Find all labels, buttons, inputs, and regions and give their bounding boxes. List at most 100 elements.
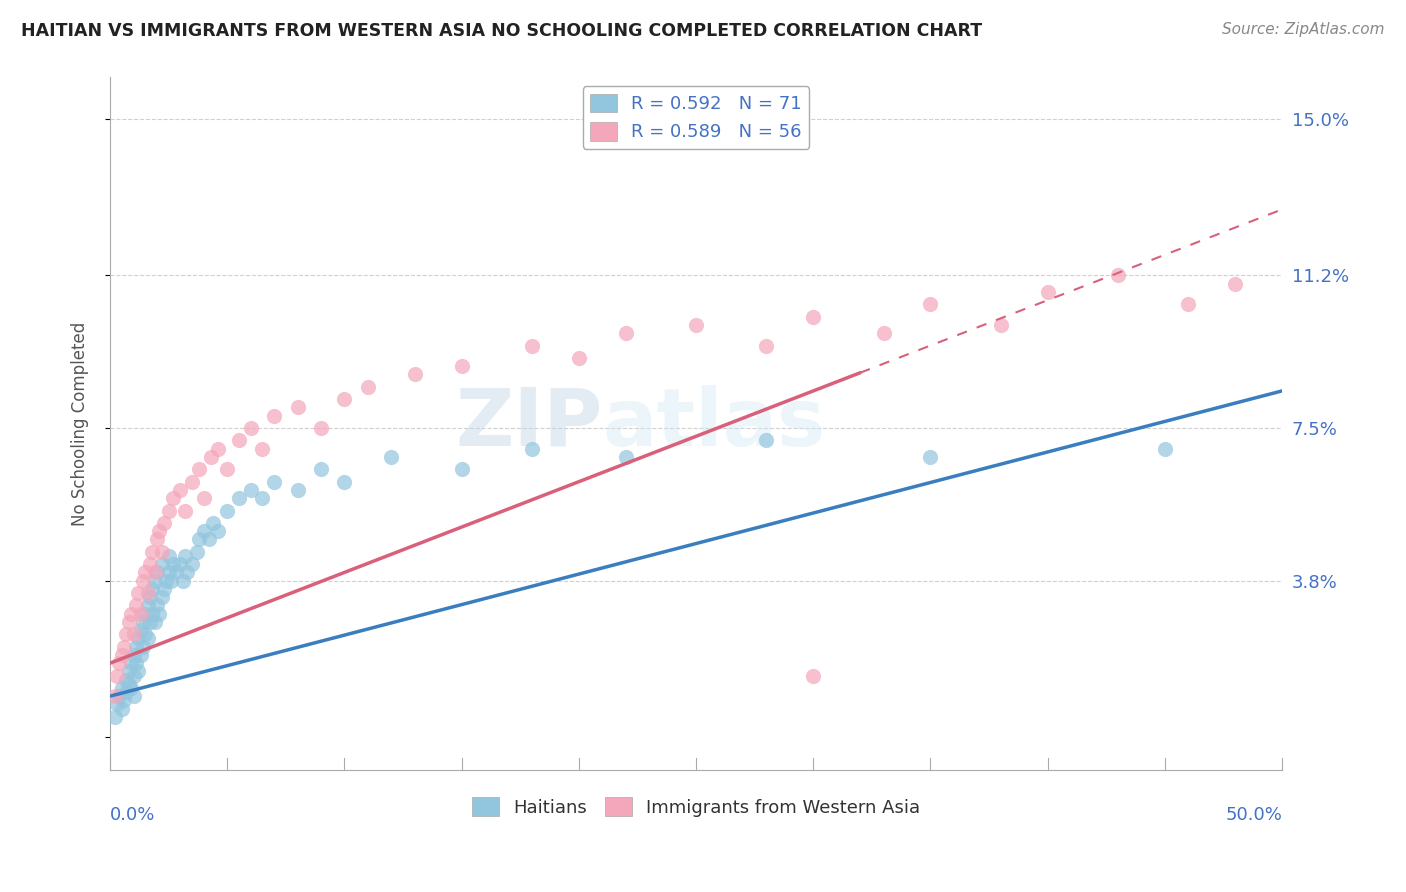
Point xyxy=(165,566,187,580)
Point xyxy=(990,318,1012,332)
Point xyxy=(614,450,637,464)
Point xyxy=(111,701,134,715)
Point xyxy=(132,615,155,629)
Point xyxy=(112,693,135,707)
Legend: Haitians, Immigrants from Western Asia: Haitians, Immigrants from Western Asia xyxy=(464,790,928,823)
Point xyxy=(252,491,274,505)
Point xyxy=(122,648,145,662)
Point xyxy=(132,640,155,654)
Point xyxy=(309,462,332,476)
Point xyxy=(685,318,707,332)
Point xyxy=(188,533,211,547)
Point xyxy=(217,503,239,517)
Point xyxy=(120,607,142,621)
Point xyxy=(162,557,184,571)
Point xyxy=(134,607,156,621)
Point xyxy=(141,582,163,596)
Point xyxy=(148,607,170,621)
Point xyxy=(108,656,131,670)
Point xyxy=(172,574,194,588)
Point xyxy=(115,627,138,641)
Point xyxy=(217,462,239,476)
Point xyxy=(207,442,229,456)
Point xyxy=(153,582,176,596)
Point xyxy=(801,310,824,324)
Point xyxy=(197,533,219,547)
Text: Source: ZipAtlas.com: Source: ZipAtlas.com xyxy=(1222,22,1385,37)
Point xyxy=(755,338,778,352)
Point xyxy=(155,574,177,588)
Point xyxy=(127,665,149,679)
Point xyxy=(105,698,128,712)
Point xyxy=(157,566,180,580)
Point xyxy=(357,380,380,394)
Point xyxy=(404,368,426,382)
Point xyxy=(134,566,156,580)
Text: 0.0%: 0.0% xyxy=(110,805,156,824)
Point xyxy=(148,524,170,538)
Point xyxy=(150,590,173,604)
Point xyxy=(157,549,180,563)
Point xyxy=(287,483,309,497)
Point xyxy=(263,409,285,423)
Point xyxy=(132,574,155,588)
Point xyxy=(150,557,173,571)
Point xyxy=(1177,297,1199,311)
Point xyxy=(309,421,332,435)
Point xyxy=(174,549,197,563)
Point xyxy=(104,710,127,724)
Point xyxy=(125,656,148,670)
Point xyxy=(1036,285,1059,299)
Point xyxy=(333,475,356,489)
Point xyxy=(1223,277,1246,291)
Point xyxy=(176,566,198,580)
Point xyxy=(252,442,274,456)
Point xyxy=(333,392,356,407)
Point xyxy=(141,607,163,621)
Text: ZIP: ZIP xyxy=(456,385,602,463)
Point xyxy=(129,623,152,637)
Point xyxy=(136,632,159,646)
Point xyxy=(200,450,222,464)
Point xyxy=(122,668,145,682)
Point xyxy=(134,627,156,641)
Point xyxy=(143,574,166,588)
Point xyxy=(263,475,285,489)
Point xyxy=(239,483,262,497)
Point xyxy=(193,524,215,538)
Point xyxy=(150,545,173,559)
Point xyxy=(181,557,204,571)
Point xyxy=(207,524,229,538)
Point xyxy=(108,689,131,703)
Point xyxy=(104,689,127,703)
Point xyxy=(139,615,162,629)
Point xyxy=(1153,442,1175,456)
Point xyxy=(111,648,134,662)
Point xyxy=(520,442,543,456)
Text: atlas: atlas xyxy=(602,385,825,463)
Point xyxy=(239,421,262,435)
Point xyxy=(520,338,543,352)
Point xyxy=(118,677,141,691)
Point xyxy=(188,462,211,476)
Point xyxy=(450,359,472,374)
Point xyxy=(169,557,191,571)
Point xyxy=(169,483,191,497)
Point xyxy=(380,450,402,464)
Text: 50.0%: 50.0% xyxy=(1225,805,1282,824)
Text: HAITIAN VS IMMIGRANTS FROM WESTERN ASIA NO SCHOOLING COMPLETED CORRELATION CHART: HAITIAN VS IMMIGRANTS FROM WESTERN ASIA … xyxy=(21,22,983,40)
Point xyxy=(129,607,152,621)
Point xyxy=(122,689,145,703)
Point xyxy=(160,574,183,588)
Point xyxy=(143,566,166,580)
Point xyxy=(143,615,166,629)
Point xyxy=(920,450,942,464)
Point xyxy=(105,668,128,682)
Point xyxy=(120,681,142,695)
Point xyxy=(801,668,824,682)
Point xyxy=(228,434,250,448)
Point xyxy=(139,557,162,571)
Point xyxy=(118,665,141,679)
Point xyxy=(1107,268,1129,283)
Point xyxy=(920,297,942,311)
